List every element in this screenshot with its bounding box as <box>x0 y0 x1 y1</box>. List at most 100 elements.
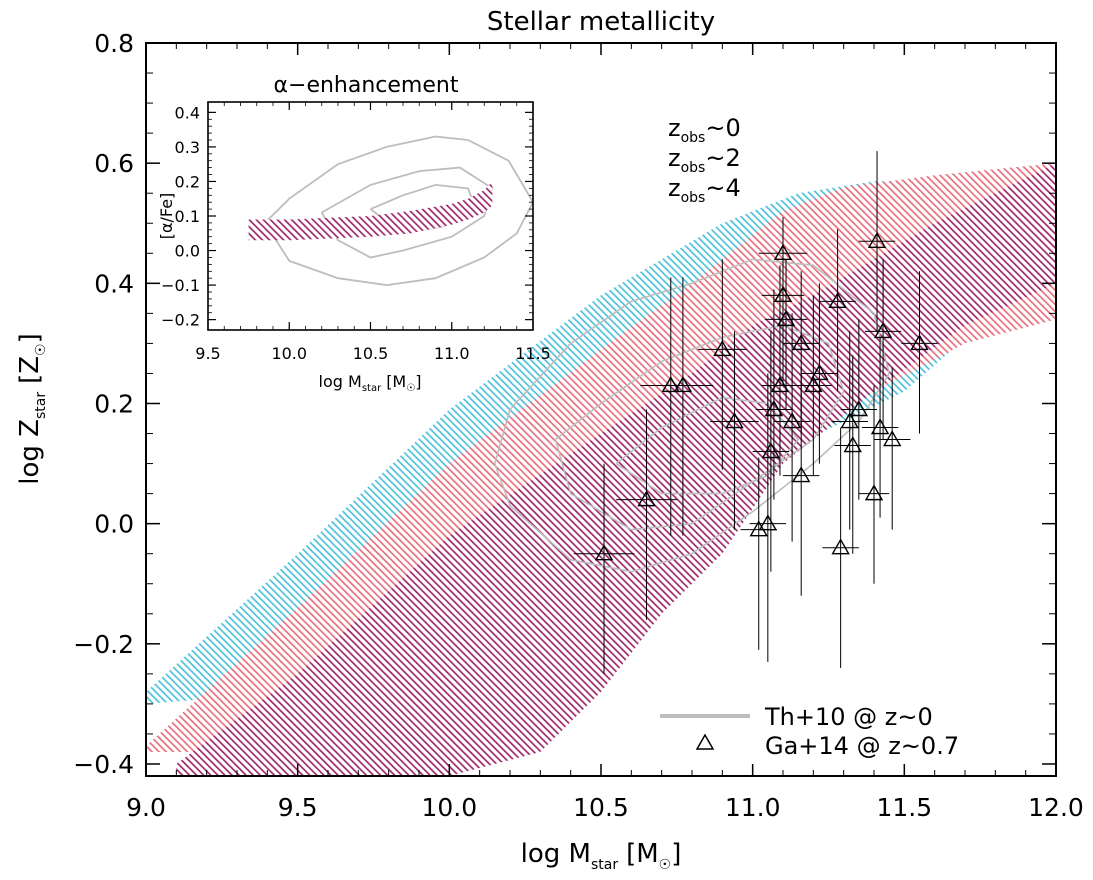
x-tick-label: 11.0 <box>725 793 781 822</box>
triangle-marker <box>828 291 847 309</box>
inset-x-tick-label: 10.0 <box>271 344 307 363</box>
model-legend-z0: zobs~0 <box>668 114 741 146</box>
inset-title: α−enhancement <box>274 73 459 98</box>
model-legend-z2-sub: obs <box>681 160 706 176</box>
triangle-marker <box>882 430 902 447</box>
model-legend-z4: zobs~4 <box>668 174 741 206</box>
data-point <box>710 331 759 530</box>
y-axis-label-sub: star <box>33 392 49 419</box>
inset-x-tick-label: 11.0 <box>434 344 470 363</box>
data-point <box>758 217 808 326</box>
model-legend-z2-suffix: ~2 <box>705 144 740 172</box>
x-tick-label: 10.0 <box>421 793 477 822</box>
inset-y-tick-label: −0.1 <box>161 276 200 295</box>
band-z0 <box>176 163 1056 776</box>
inset-x-axis-label-unit-close: ] <box>415 372 421 391</box>
model-legend-z2-prefix: z <box>668 144 681 172</box>
data-legend: Th+10 @ z~0 Ga+14 @ z~0.7 <box>660 703 959 760</box>
triangle-marker <box>804 376 823 393</box>
triangle-marker <box>867 231 887 248</box>
data-point <box>864 259 902 440</box>
inset-x-tick-label: 9.5 <box>195 344 220 363</box>
triangle-marker <box>713 340 732 357</box>
x-axis-label-main: log M <box>521 839 591 869</box>
triangle-marker <box>637 490 656 507</box>
triangle-marker <box>761 442 781 459</box>
data-point <box>795 295 832 476</box>
legend-triangle-marker <box>695 733 715 750</box>
inset-x-axis-label-sub: star <box>362 383 382 394</box>
data-point <box>840 319 878 500</box>
y-axis-label-unit: [Z <box>15 356 45 384</box>
triangle-marker <box>776 309 796 327</box>
data-point <box>752 331 790 572</box>
observed-contour <box>615 396 800 495</box>
data-point <box>773 313 811 542</box>
inset-y-axis-label: [α/Fe] <box>157 193 176 240</box>
inset-y-tick-label: 0.2 <box>175 172 200 191</box>
model-legend-z0-suffix: ~0 <box>705 114 740 142</box>
x-tick-label: 9.5 <box>278 793 318 822</box>
triangle-marker <box>758 514 778 531</box>
data-point <box>858 385 890 584</box>
data-point <box>834 355 871 554</box>
triangle-marker <box>870 418 890 435</box>
triangle-marker <box>661 376 680 393</box>
inset-x-tick-label: 11.5 <box>515 344 551 363</box>
model-legend: zobs~0 zobs~2 zobs~4 <box>668 114 741 206</box>
inset-frame <box>207 101 534 331</box>
data-point <box>749 373 787 662</box>
triangle-marker <box>791 333 811 351</box>
triangle-marker <box>782 412 802 429</box>
plot-frame <box>145 42 1057 777</box>
inset-contour <box>264 135 533 287</box>
x-tick-label: 11.5 <box>876 793 932 822</box>
inset-y-tick-label: 0.4 <box>175 103 200 122</box>
y-axis-label-main: log Z <box>15 419 45 485</box>
model-legend-z0-sub: obs <box>681 130 706 146</box>
triangle-marker <box>831 538 850 555</box>
triangle-marker <box>773 243 793 260</box>
triangle-marker <box>594 544 614 561</box>
inset-contour <box>320 166 494 259</box>
triangle-marker <box>843 436 862 453</box>
data-point <box>858 151 896 332</box>
triangle-marker <box>673 376 693 393</box>
legend-label-ga14: Ga+14 @ z~0.7 <box>765 732 959 760</box>
y-axis-label-unit-close: ] <box>15 333 45 343</box>
data-point <box>822 427 859 668</box>
y-tick-label: 0.4 <box>94 269 134 298</box>
y-tick-label: 0.2 <box>94 389 134 418</box>
x-axis-label-sub: star <box>591 857 618 873</box>
x-axis-label: log Mstar [M☉] <box>521 839 682 873</box>
triangle-marker <box>764 400 784 417</box>
data-point <box>874 367 911 530</box>
legend-label-th10: Th+10 @ z~0 <box>764 703 933 731</box>
y-tick-label: 0.6 <box>94 149 134 178</box>
observed-contour <box>554 324 845 531</box>
triangle-marker <box>864 484 884 501</box>
triangle-marker <box>873 321 893 339</box>
y-tick-label: 0.0 <box>94 510 134 539</box>
triangle-marker <box>810 364 829 381</box>
data-point <box>831 331 868 530</box>
triangle-marker <box>910 333 929 351</box>
inset-panel: 9.5 10.0 10.5 11.0 11.5 −0.2 −0.1 0.0 0.1 0.2 0.3… <box>157 73 551 394</box>
model-legend-z0-prefix: z <box>668 114 681 142</box>
x-tick-label: 10.5 <box>573 793 629 822</box>
inset-band-z0 <box>248 181 493 241</box>
data-point <box>764 259 808 410</box>
chart-title: Stellar metallicity <box>487 7 715 37</box>
y-axis-label: log Zstar [Z☉] <box>15 333 49 485</box>
data-point <box>616 409 677 620</box>
model-legend-z2: zobs~2 <box>668 144 741 176</box>
data-point <box>901 271 938 434</box>
triangle-marker <box>749 520 768 537</box>
inset-x-axis-label-main: log M <box>319 372 362 391</box>
x-axis-label-unit-close: ] <box>671 839 681 869</box>
inset-y-tick-label: 0.1 <box>175 207 200 226</box>
y-tick-label: 0.8 <box>94 29 134 58</box>
data-point <box>652 277 714 536</box>
data-point <box>801 283 838 464</box>
